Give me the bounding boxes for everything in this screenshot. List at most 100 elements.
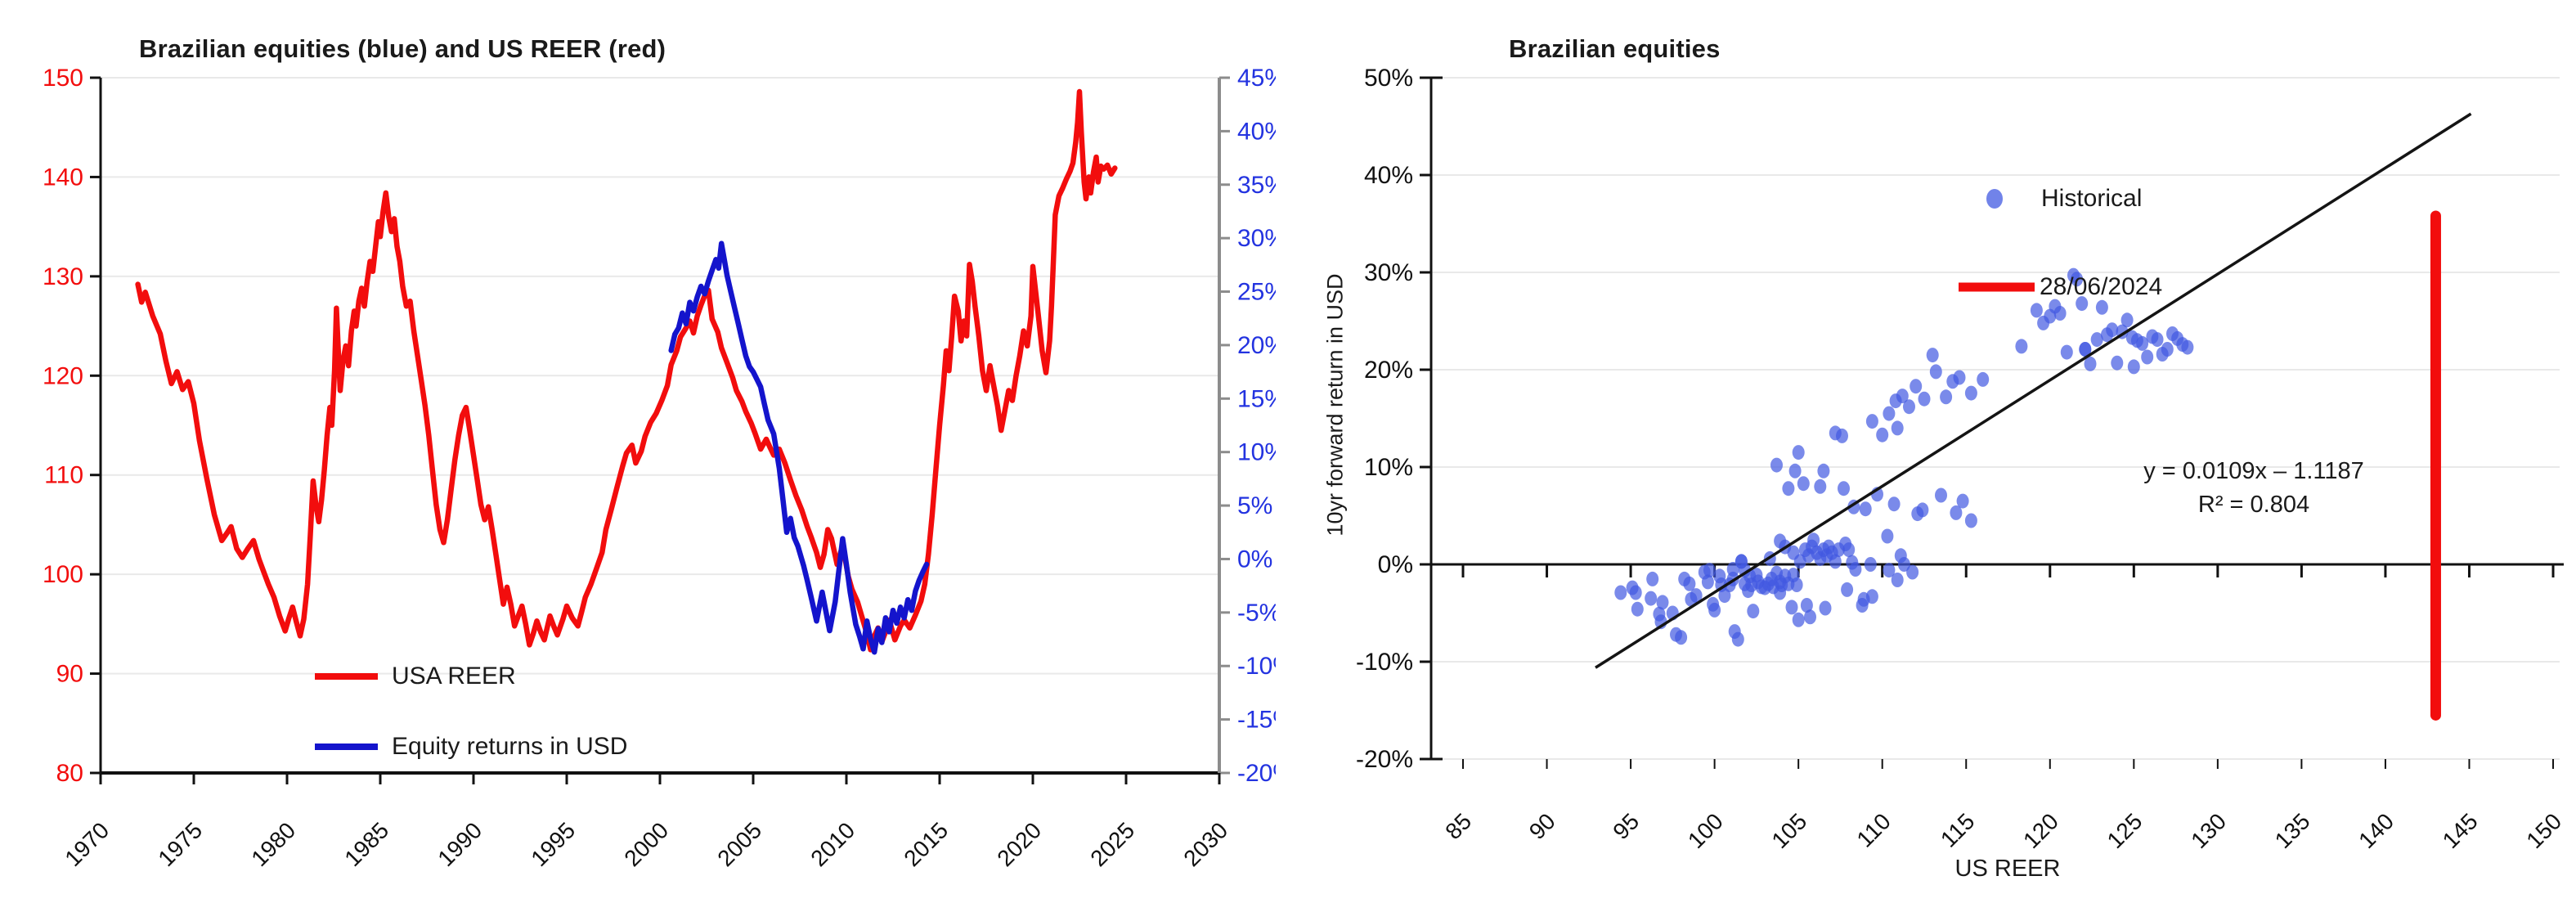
x-axis-tick-label: 125 [2103,808,2147,853]
scatter-point [1887,496,1901,512]
usa-reer-line [135,88,1118,653]
scatter-point [1683,576,1696,591]
scatter-point [1800,598,1813,613]
right-axis-tick-label: -10% [1237,653,1276,680]
scatter-point [2095,299,2108,315]
scatter-point [1708,602,1721,618]
right-axis-tick-label: 45% [1237,65,1276,92]
scatter-point [1656,595,1669,610]
scatter-point [1859,501,1872,517]
right-chart-title: Brazilian equities [1509,34,1721,63]
scatter-point [1814,478,1827,494]
x-axis-tick-label: 120 [2018,808,2063,853]
x-axis-tick-label: 1975 [153,817,207,871]
x-axis-tick-label: 2030 [1178,817,1232,871]
scatter-point [1792,612,1805,627]
y-axis-tick-label: 20% [1364,357,1413,384]
scatter-point [1817,463,1830,478]
legend-label-historical: Historical [2041,185,2143,212]
line-chart-us-reer-vs-brazil-equities: 80 90 100 110 120 130 140 150 -20% -15% -10% -5% 0% 5… [0,0,1276,903]
scatter-point [1645,591,1658,606]
scatter-point [1807,532,1820,548]
right-axis-tick-label: -15% [1237,707,1276,734]
x-axis-tick-label: 145 [2438,808,2483,853]
scatter-point [1829,425,1842,441]
right-axis-tick-label: 5% [1237,492,1272,519]
y-axis-tick-label: 0% [1378,551,1413,578]
scatter-point [1629,585,1642,600]
left-axis-tick-label: 90 [56,661,83,688]
right-chart-x-axis-label: US REER [1954,856,2061,882]
scatter-point [1839,537,1852,551]
right-axis-tick-label: -5% [1237,600,1276,627]
scatter-point [2146,329,2159,344]
scatter-point [1865,414,1878,429]
scatter-point [1977,371,1990,387]
x-axis-tick-label: 1990 [433,817,487,871]
x-axis-tick-label: 95 [1608,808,1644,844]
scatter-point [1918,391,1931,407]
scatter-point [2071,272,2084,287]
scatter-points [1614,267,2194,647]
scatter-point [1819,600,1832,616]
x-axis-tick-label: 85 [1440,808,1476,844]
scatter-point [2111,355,2124,371]
scatter-point [1614,585,1627,600]
scatter-point [1718,588,1731,604]
scatter-point [2049,299,2062,314]
trendline-annotation: y = 0.0109x – 1.1187 R² = 0.804 [2143,455,2364,522]
scatter-point [1846,555,1859,570]
legend-marker-historical [1986,189,2003,209]
scatter-point [1841,582,1854,597]
scatter-point [1865,589,1878,604]
x-axis-tick-label: 2025 [1085,817,1139,871]
scatter-point [2125,330,2138,345]
legend-label-usa-reer: USA REER [392,663,516,690]
scatter-point [1790,577,1803,592]
scatter-point [2030,303,2043,318]
x-axis-tick-label: 1995 [526,817,580,871]
legend-label-equity-returns: Equity returns in USD [392,733,628,760]
trend-line [1595,112,2472,669]
scatter-point [1910,379,1923,394]
scatter-point [1881,528,1894,544]
x-axis-tick-label: 1985 [339,817,393,871]
y-axis-tick-label: -20% [1356,746,1413,773]
scatter-point [1894,548,1907,564]
right-axis-tick-label: 10% [1237,439,1276,466]
x-axis-tick-label: 105 [1766,808,1811,853]
scatter-point [1929,364,1942,380]
scatter-point [2076,296,2089,312]
x-axis-tick-label: 150 [2521,808,2566,853]
y-axis-tick-label: 40% [1364,162,1413,189]
scatter-point [1782,481,1795,496]
x-axis-tick-label: 110 [1851,808,1895,851]
y-axis-tick-label: 50% [1364,65,1413,92]
left-axis-tick-label: 130 [43,263,83,290]
scatter-point [1797,476,1810,492]
scatter-point [1770,457,1783,473]
right-axis-tick-label: 15% [1237,385,1276,412]
x-axis-tick-label: 2020 [992,817,1046,871]
y-axis-tick-label: 30% [1364,259,1413,286]
scatter-point [1883,406,1896,421]
scatter-point [1788,463,1802,478]
right-axis-tick-label: 40% [1237,118,1276,145]
y-axis-tick-label: 10% [1364,454,1413,481]
scatter-point [1804,609,1816,625]
scatter-point [2090,332,2103,348]
scatter-point [2127,359,2140,375]
scatter-point [1896,389,1909,404]
left-axis-tick-label: 150 [43,65,83,92]
right-axis-tick-label: 20% [1237,332,1276,359]
x-axis-tick-label: 2015 [899,817,953,871]
scatter-point [1891,573,1904,587]
x-axis-tick-label: 135 [2270,808,2315,853]
scatter-point [1690,588,1703,604]
scatter-point [2060,344,2073,360]
right-axis-tick-label: 35% [1237,172,1276,199]
scatter-point [1876,427,1889,443]
right-axis-tick-label: 30% [1237,225,1276,252]
scatter-point [2106,322,2119,338]
